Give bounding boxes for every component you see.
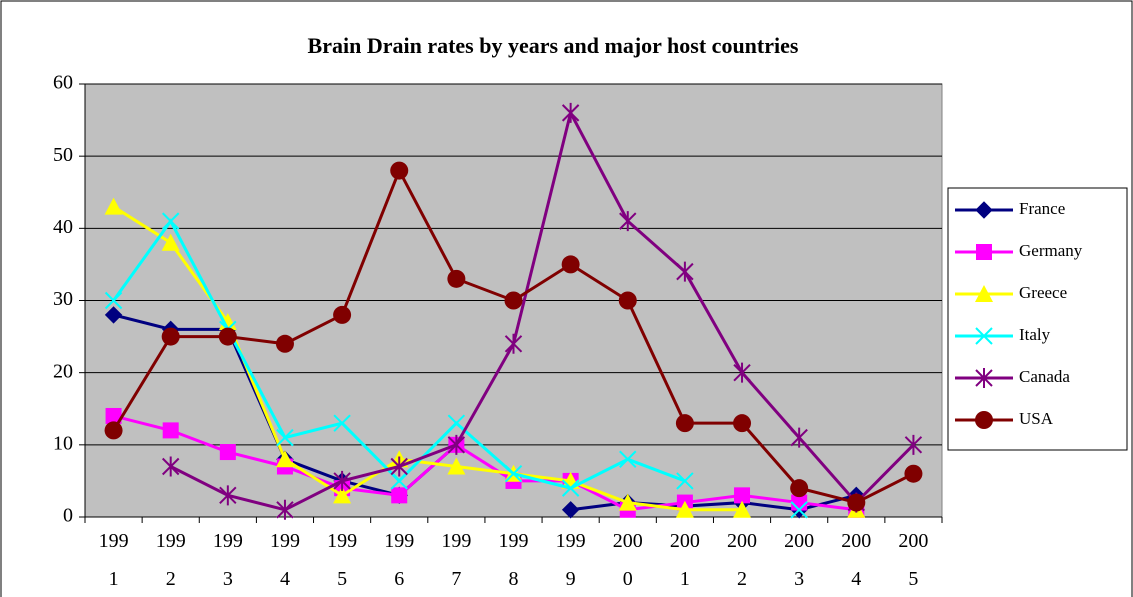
x-tick-label: 2000 bbox=[612, 530, 643, 590]
legend-label: Canada bbox=[1019, 367, 1070, 386]
x-tick-label: 2002 bbox=[727, 530, 758, 590]
y-tick-label: 50 bbox=[53, 144, 73, 166]
marker bbox=[504, 291, 523, 310]
marker bbox=[447, 457, 466, 475]
marker bbox=[618, 493, 637, 511]
marker bbox=[734, 487, 751, 504]
marker bbox=[333, 305, 352, 324]
marker bbox=[276, 428, 294, 447]
marker bbox=[275, 450, 294, 468]
marker bbox=[676, 472, 694, 490]
y-tick-label: 10 bbox=[53, 432, 73, 454]
marker bbox=[975, 411, 993, 429]
marker bbox=[675, 500, 694, 518]
chart-title: Brain Drain rates by years and major hos… bbox=[308, 33, 799, 58]
marker bbox=[618, 291, 637, 310]
legend-label: Italy bbox=[1019, 325, 1051, 344]
marker bbox=[733, 500, 752, 518]
series-line bbox=[170, 108, 915, 512]
y-tick-label: 20 bbox=[53, 360, 73, 382]
x-tick-label: 1994 bbox=[269, 530, 300, 590]
marker bbox=[561, 479, 580, 497]
marker bbox=[104, 197, 123, 215]
x-tick-label: 1995 bbox=[327, 530, 358, 590]
marker bbox=[504, 333, 523, 354]
marker bbox=[790, 479, 809, 498]
x-tick-label: 2003 bbox=[784, 530, 815, 590]
marker bbox=[161, 327, 180, 346]
marker bbox=[619, 450, 637, 468]
legend-label: Greece bbox=[1019, 283, 1067, 302]
legend-label: France bbox=[1019, 199, 1065, 218]
marker bbox=[219, 444, 236, 461]
marker bbox=[675, 414, 694, 433]
marker bbox=[975, 368, 993, 388]
series-line bbox=[113, 414, 857, 512]
marker bbox=[676, 261, 694, 282]
marker bbox=[975, 201, 993, 219]
y-tick-label: 60 bbox=[53, 72, 73, 94]
marker bbox=[333, 470, 351, 491]
marker bbox=[790, 427, 808, 448]
y-tick-label: 40 bbox=[53, 216, 73, 238]
marker bbox=[161, 233, 180, 251]
marker bbox=[975, 327, 993, 345]
marker bbox=[219, 485, 237, 506]
x-tick-label: 2005 bbox=[898, 530, 929, 590]
x-tick-label: 1999 bbox=[555, 530, 586, 590]
marker bbox=[276, 499, 294, 520]
marker bbox=[390, 472, 408, 490]
x-tick-label: 1996 bbox=[384, 530, 415, 590]
marker bbox=[561, 501, 580, 519]
marker bbox=[790, 501, 808, 519]
marker bbox=[333, 414, 351, 432]
x-tick-label: 1993 bbox=[212, 530, 243, 590]
y-tick-label: 0 bbox=[63, 505, 73, 527]
legend-label: Germany bbox=[1019, 241, 1083, 260]
marker bbox=[161, 212, 180, 230]
marker bbox=[904, 464, 923, 483]
marker bbox=[447, 414, 466, 432]
marker bbox=[390, 456, 408, 477]
marker bbox=[105, 407, 122, 424]
legend-box bbox=[947, 187, 1128, 451]
marker bbox=[561, 255, 580, 274]
marker bbox=[447, 269, 466, 288]
marker bbox=[390, 161, 409, 180]
marker bbox=[733, 362, 751, 383]
marker bbox=[161, 456, 180, 477]
marker bbox=[275, 334, 294, 353]
x-tick-label: 1997 bbox=[441, 530, 472, 590]
y-tick-label: 30 bbox=[53, 288, 73, 310]
marker bbox=[333, 486, 352, 504]
marker bbox=[218, 327, 237, 346]
marker bbox=[104, 421, 123, 440]
marker bbox=[733, 414, 752, 433]
legend-label: USA bbox=[1019, 409, 1054, 428]
marker bbox=[561, 102, 580, 123]
marker bbox=[391, 487, 408, 504]
x-tick-label: 1998 bbox=[498, 530, 529, 590]
marker bbox=[847, 493, 866, 512]
x-tick-label: 1991 bbox=[98, 530, 129, 590]
marker bbox=[104, 306, 123, 324]
marker bbox=[976, 244, 992, 260]
marker bbox=[447, 434, 466, 455]
x-tick-label: 1992 bbox=[155, 530, 186, 590]
marker bbox=[504, 464, 523, 483]
marker bbox=[904, 434, 923, 455]
x-tick-label: 2001 bbox=[669, 530, 700, 590]
marker bbox=[104, 291, 123, 310]
marker bbox=[162, 422, 179, 439]
marker bbox=[975, 285, 993, 302]
marker bbox=[619, 211, 637, 232]
x-tick-label: 2004 bbox=[841, 530, 872, 590]
